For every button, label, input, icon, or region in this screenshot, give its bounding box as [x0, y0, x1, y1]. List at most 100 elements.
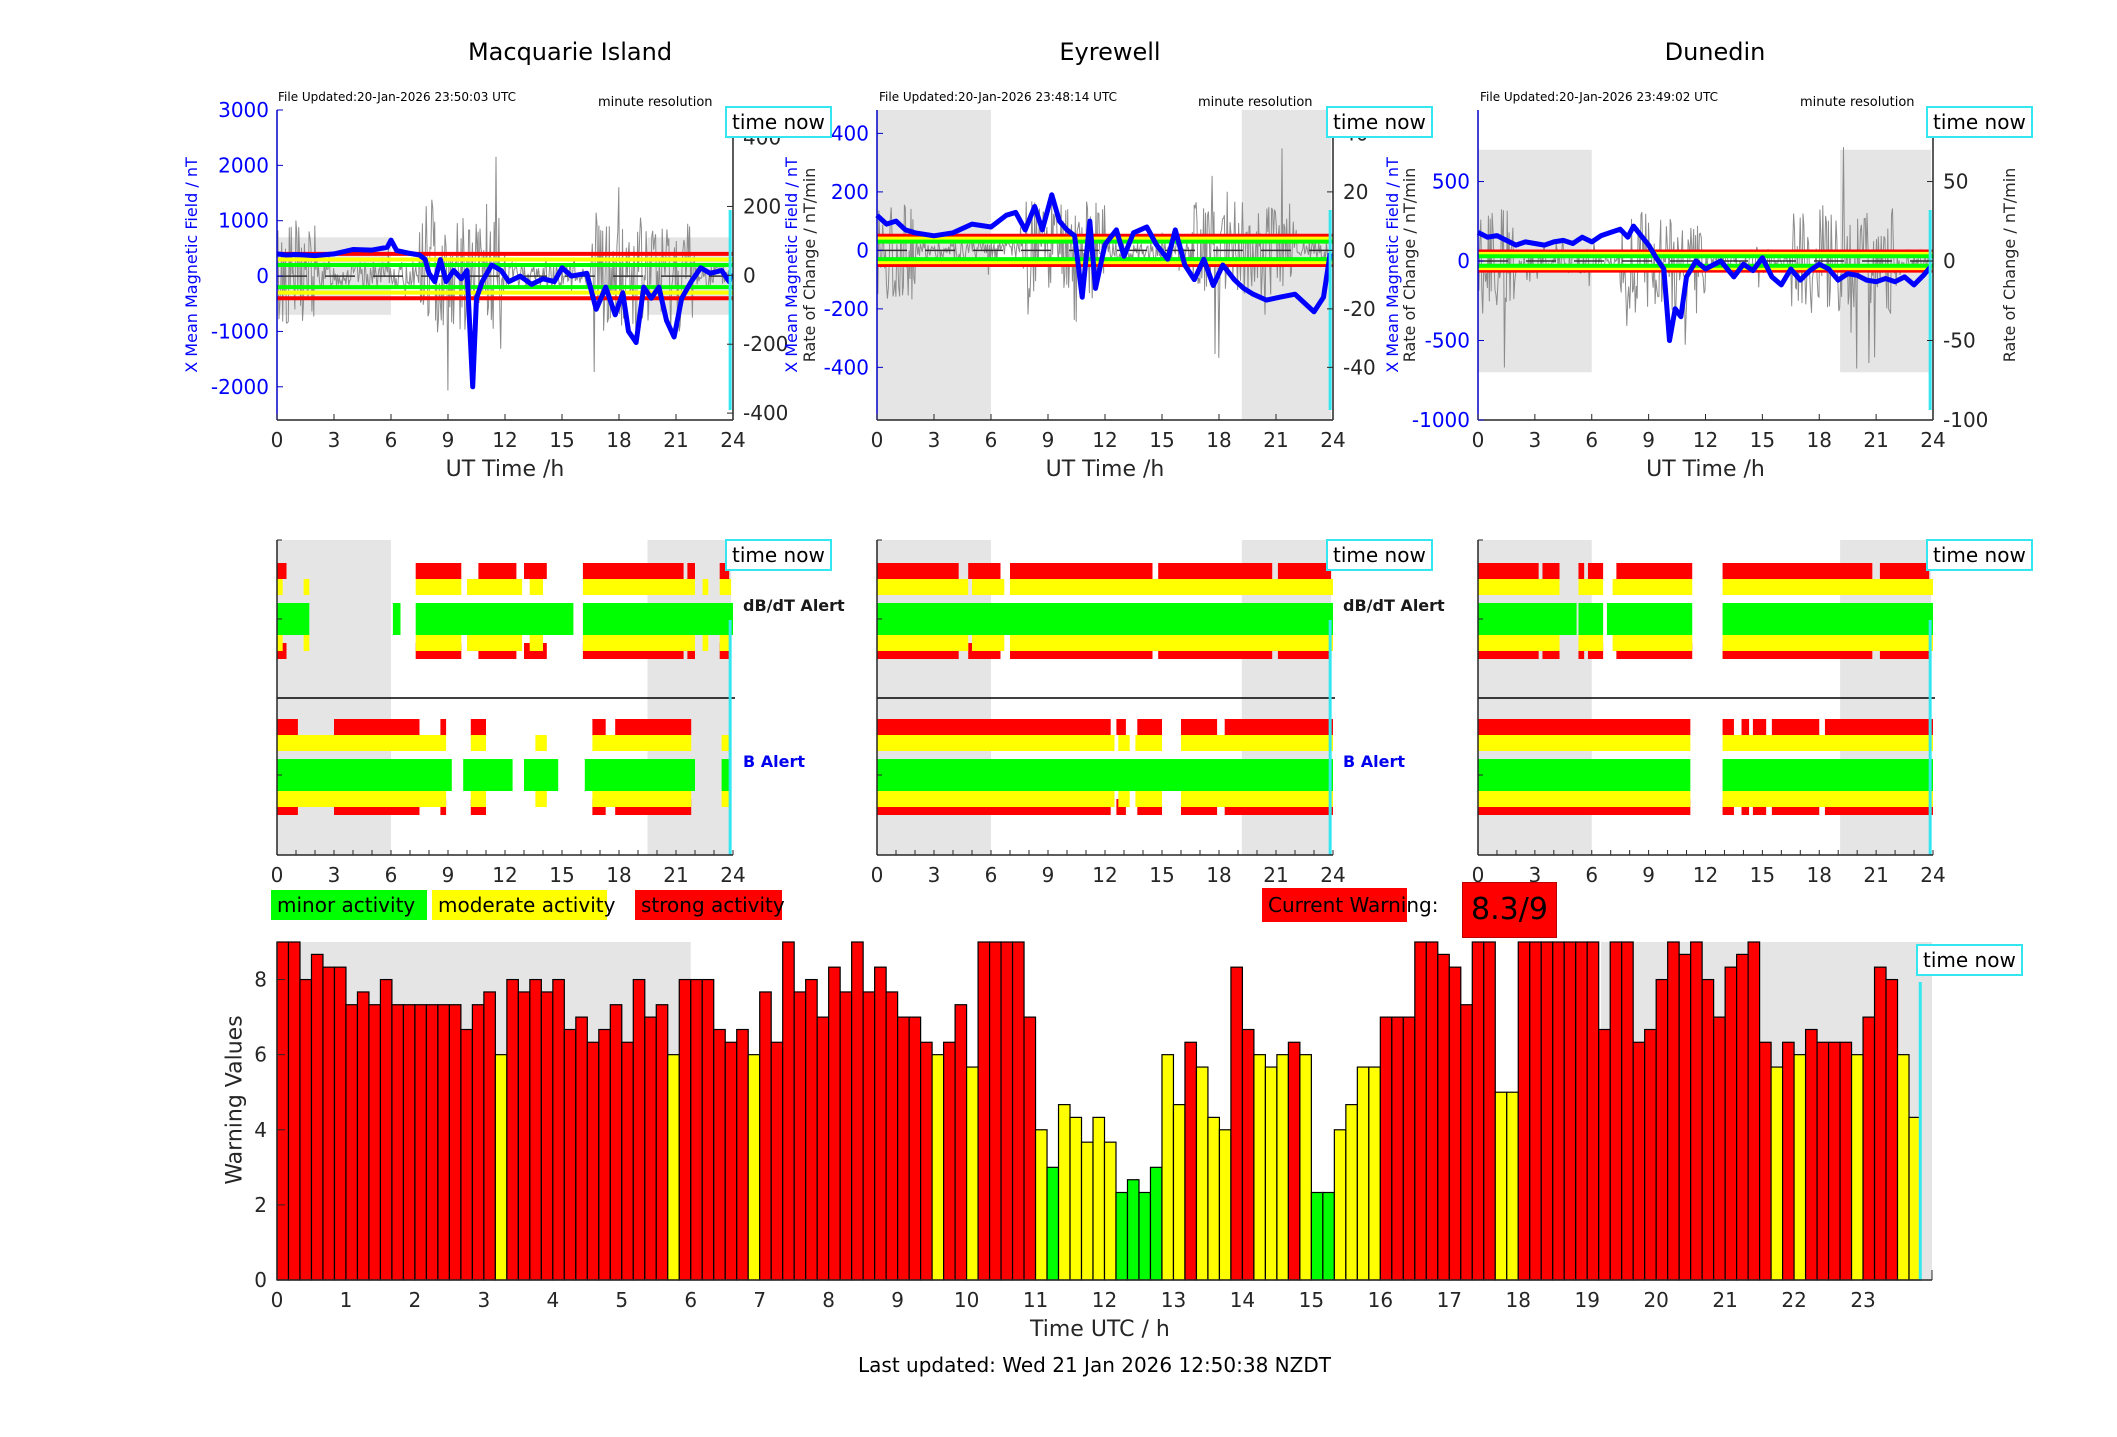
warning-bar	[1195, 1066, 1209, 1281]
x-tick-label: 6	[1585, 428, 1598, 452]
warning-bar	[1896, 1054, 1910, 1281]
dbdt-green-band	[1478, 603, 1577, 635]
x-tick-label: 13	[1161, 1288, 1186, 1312]
warning-bar	[1184, 1041, 1198, 1281]
x-tick-label: 18	[1206, 863, 1231, 887]
warning-bar	[874, 966, 887, 1281]
left-tick-label: -400	[824, 355, 869, 379]
x-tick-label: 16	[1368, 1288, 1393, 1312]
warning-bar	[299, 978, 313, 1281]
warning-bar	[448, 1004, 462, 1281]
dbdt-yellow-band-upper	[877, 579, 969, 595]
x-tick-label: 3	[328, 428, 341, 452]
x-field-trace	[276, 237, 734, 390]
dbdt-yellow-band-upper	[702, 579, 709, 595]
right-tick-label: -400	[743, 401, 788, 425]
left-tick-label: 0	[256, 264, 269, 288]
dbdt-yellow-band-lower	[972, 635, 1005, 651]
x-tick-label: 0	[271, 863, 284, 887]
warning-bar	[1023, 1016, 1037, 1281]
dbdt-red-band-upper	[687, 563, 695, 579]
station-plot-0: -2000-10000100020003000-400-200020040003…	[182, 98, 819, 482]
warning-bar	[1333, 1129, 1347, 1281]
b-field-red-band-upper	[440, 719, 447, 735]
dbdt-yellow-band-upper	[303, 579, 310, 595]
warning-bar	[713, 1028, 726, 1281]
warning-bar	[1287, 1041, 1301, 1281]
bar-chart-ylabel: Warning Values	[222, 1015, 248, 1185]
b-field-red-band-upper	[615, 719, 692, 735]
b-field-yellow-band-upper	[470, 735, 486, 751]
x-tick-label: 0	[871, 428, 884, 452]
dbdt-red-band-upper	[415, 563, 462, 579]
left-tick-label: 200	[831, 180, 869, 204]
b-field-yellow-band-upper	[592, 735, 692, 751]
warning-bar	[701, 978, 715, 1281]
left-axis-label: X Mean Magnetic Field / nT	[782, 157, 801, 373]
warning-bar	[977, 941, 991, 1281]
left-tick-label: 0	[856, 238, 869, 262]
x-axis-label: UT Time /h	[1046, 457, 1165, 482]
x-tick-label: 21	[663, 863, 688, 887]
right-tick-label: 0	[1343, 238, 1356, 262]
warning-bar	[1391, 1016, 1404, 1281]
right-tick-label: 0	[743, 263, 756, 287]
warning-bar	[356, 991, 370, 1281]
file-updated-dunedin: File Updated:20-Jan-2026 23:49:02 UTC	[1480, 90, 1718, 104]
x-tick-label: 6	[385, 428, 398, 452]
legend-strong-activity: strong activity	[635, 890, 785, 920]
warning-bar	[1690, 941, 1703, 1281]
b-field-yellow-band-lower	[1181, 791, 1333, 807]
warning-bar	[1827, 1041, 1841, 1281]
dbdt-green-band	[1722, 603, 1933, 635]
warning-bar	[1850, 1054, 1864, 1281]
warning-bar	[1402, 1016, 1416, 1281]
x-tick-label: 15	[549, 428, 574, 452]
warning-bar	[1172, 1104, 1186, 1281]
warning-bar	[425, 1004, 439, 1281]
x-tick-label: 7	[753, 1288, 766, 1312]
warning-bar	[1781, 1041, 1795, 1281]
station-plot-1: -400-2000200400-40-200204003691215182124…	[782, 110, 1419, 482]
x-tick-label: 12	[1693, 428, 1718, 452]
warning-bar	[621, 1041, 634, 1281]
right-tick-label: -50	[1943, 329, 1976, 353]
warning-bar	[1667, 941, 1680, 1281]
dbdt-yellow-band-lower	[1612, 635, 1693, 651]
warning-bar	[1759, 1041, 1772, 1281]
x-tick-label: 0	[1472, 428, 1485, 452]
time-now-box-macquarie-top: time now	[725, 106, 832, 138]
warning-bar	[345, 1004, 359, 1281]
warning-bar	[1011, 941, 1025, 1281]
warning-bar	[1621, 941, 1634, 1281]
y-tick-label: 4	[254, 1118, 267, 1142]
b-field-green-band	[463, 759, 513, 791]
x-tick-label: 0	[271, 428, 284, 452]
b-field-red-band-upper	[1752, 719, 1767, 735]
warning-bar	[1483, 941, 1496, 1281]
x-tick-label: 3	[1529, 428, 1542, 452]
left-tick-label: 3000	[218, 98, 269, 122]
warning-bar	[1322, 1191, 1335, 1281]
warning-bar	[379, 978, 393, 1281]
x-tick-label: 21	[663, 428, 688, 452]
current-warning-label: Current Warning:	[1262, 888, 1438, 922]
b-field-red-band-upper	[1824, 719, 1933, 735]
dbdt-red-band-upper	[968, 563, 1001, 579]
right-tick-label: 20	[1343, 180, 1368, 204]
warning-bar	[471, 1004, 485, 1281]
b-field-red-band-upper	[1224, 719, 1333, 735]
dbdt-red-band-upper	[1578, 563, 1585, 579]
x-tick-label: 18	[1506, 1288, 1531, 1312]
b-field-red-band-upper	[1181, 719, 1218, 735]
x-field-trace	[1476, 223, 1933, 343]
b-field-yellow-band-upper	[277, 735, 447, 751]
warning-bar	[322, 966, 336, 1281]
warning-bar	[1414, 941, 1427, 1281]
resolution-eyrewell: minute resolution	[1198, 95, 1313, 110]
warning-bar	[1839, 1041, 1853, 1281]
warning-bar	[1724, 966, 1738, 1281]
dbdt-red-band-upper	[582, 563, 684, 579]
dbdt-green-band	[1578, 603, 1604, 635]
